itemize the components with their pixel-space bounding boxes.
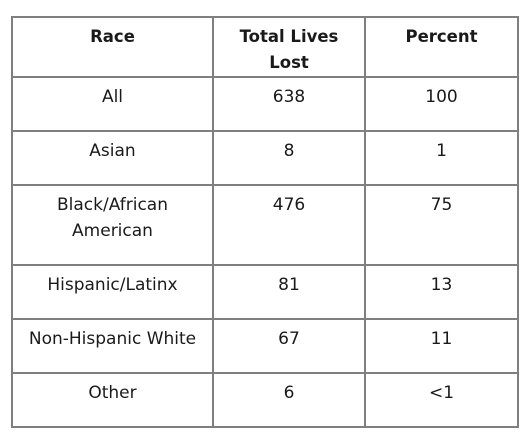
cell-percent: 75 — [364, 184, 519, 266]
cell-total: 8 — [212, 130, 366, 186]
cell-race: Non-Hispanic White — [11, 318, 214, 374]
header-total-lives-lost: Total Lives Lost — [212, 16, 366, 78]
cell-race: Asian — [11, 130, 214, 186]
table-row: Non-Hispanic White 67 11 — [11, 318, 519, 374]
cell-total: 67 — [212, 318, 366, 374]
header-race: Race — [11, 16, 214, 78]
cell-total: 81 — [212, 264, 366, 320]
cell-percent: 13 — [364, 264, 519, 320]
cell-total: 638 — [212, 76, 366, 132]
data-table-container: Race Total Lives Lost Percent All 638 10… — [11, 16, 519, 428]
cell-percent: 100 — [364, 76, 519, 132]
lives-lost-by-race-table: Race Total Lives Lost Percent All 638 10… — [11, 16, 519, 428]
table-row: Asian 8 1 — [11, 130, 519, 186]
cell-total: 476 — [212, 184, 366, 266]
cell-race: All — [11, 76, 214, 132]
cell-race: Other — [11, 372, 214, 428]
header-percent: Percent — [364, 16, 519, 78]
cell-percent: <1 — [364, 372, 519, 428]
cell-percent: 11 — [364, 318, 519, 374]
cell-percent: 1 — [364, 130, 519, 186]
table-row: Hispanic/Latinx 81 13 — [11, 264, 519, 320]
table-row: Other 6 <1 — [11, 372, 519, 428]
table-row: Black/African American 476 75 — [11, 184, 519, 266]
cell-race: Black/African American — [11, 184, 214, 266]
table-row: All 638 100 — [11, 76, 519, 132]
table-header-row: Race Total Lives Lost Percent — [11, 16, 519, 78]
cell-total: 6 — [212, 372, 366, 428]
cell-race: Hispanic/Latinx — [11, 264, 214, 320]
